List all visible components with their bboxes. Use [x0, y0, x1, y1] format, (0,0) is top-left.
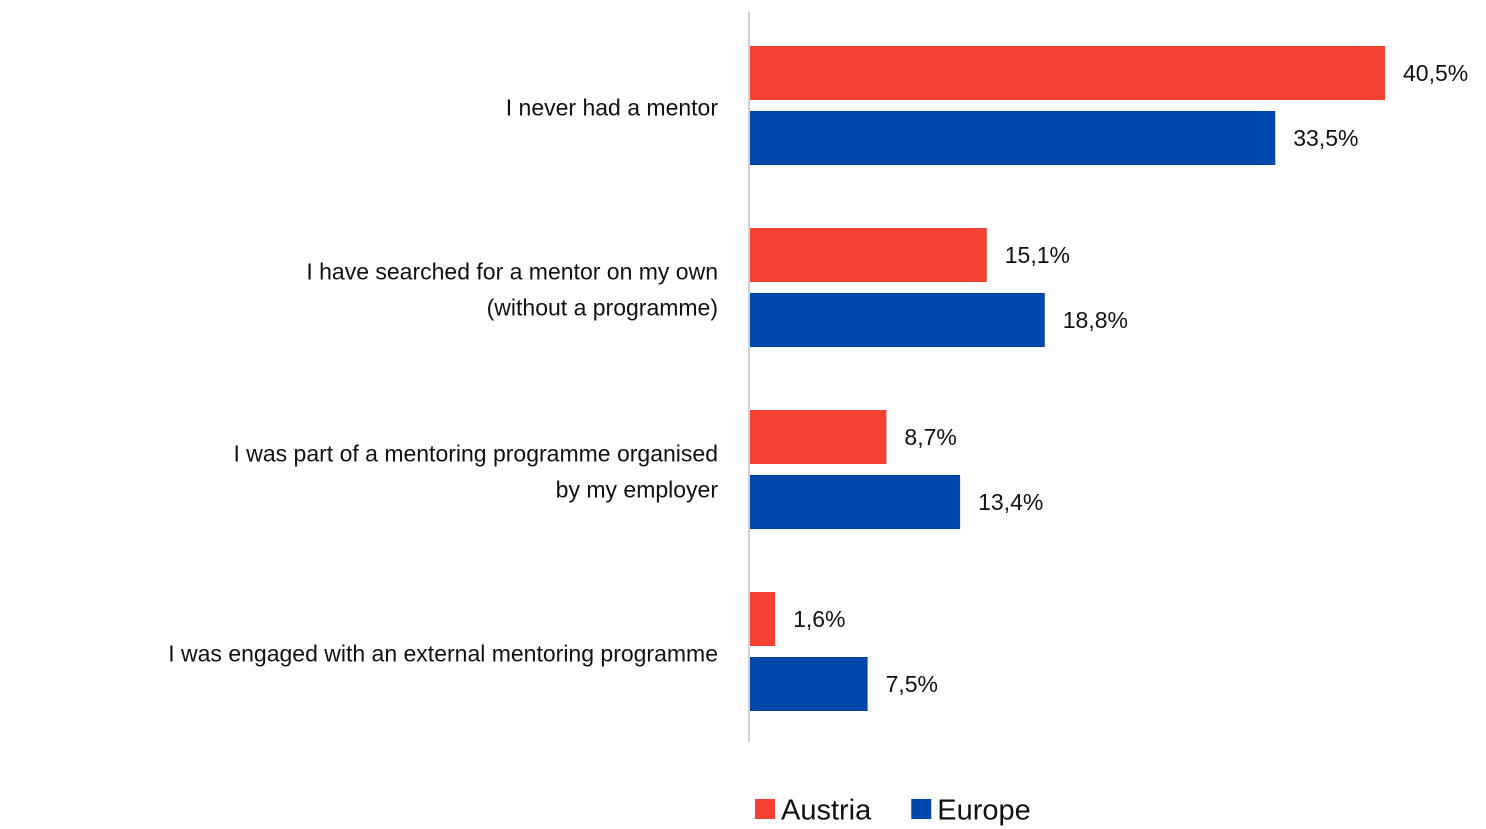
category-label: I have searched for a mentor on my own (w… [306, 259, 718, 321]
value-label: 33,5% [1293, 125, 1358, 151]
bar [750, 475, 961, 529]
value-label: 13,4% [978, 489, 1043, 515]
bar [750, 46, 1385, 100]
value-label: 8,7% [904, 424, 956, 450]
value-label: 1,6% [793, 606, 845, 632]
legend-swatch [755, 799, 775, 819]
value-label: 40,5% [1403, 60, 1468, 86]
value-label: 18,8% [1063, 307, 1128, 333]
legend-swatch [911, 799, 932, 819]
bar [750, 111, 1276, 165]
value-label: 15,1% [1005, 242, 1070, 268]
bar [750, 228, 987, 282]
value-label: 7,5% [886, 671, 938, 697]
legend-label: Austria [781, 795, 872, 827]
category-label: I was part of a mentoring programme orga… [233, 441, 718, 503]
bar [750, 293, 1045, 347]
bar [750, 410, 887, 464]
bar [750, 592, 776, 646]
legend-label: Europe [937, 795, 1031, 827]
category-label: I never had a mentor [506, 95, 719, 121]
category-label: I was engaged with an external mentoring… [168, 641, 718, 667]
bar [750, 657, 868, 711]
